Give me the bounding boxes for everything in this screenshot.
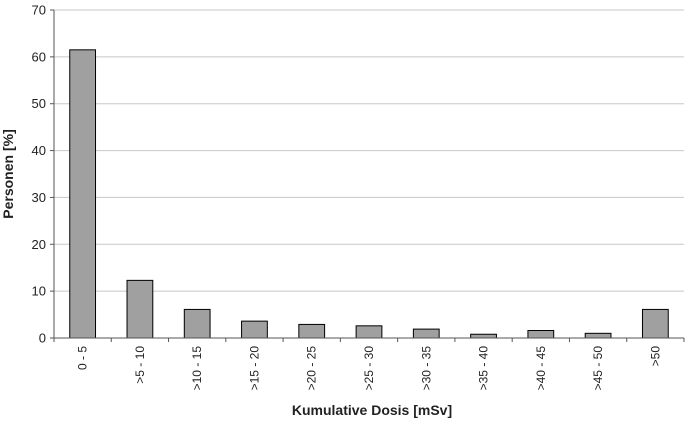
- x-tick-label: >10 - 15: [190, 346, 204, 391]
- axes: [53, 10, 684, 339]
- y-axis-title: Personen [%]: [0, 129, 16, 218]
- y-tick-label: 30: [32, 190, 46, 205]
- bar: [527, 330, 555, 339]
- bar: [298, 323, 326, 339]
- x-tick-label: >15 - 20: [247, 346, 261, 391]
- x-tick-label: >20 - 25: [305, 346, 319, 391]
- y-tick-label: 60: [32, 49, 46, 64]
- y-tick-label: 50: [32, 96, 46, 111]
- bar: [69, 49, 97, 339]
- bar: [641, 308, 669, 339]
- x-tick-label: >40 - 45: [534, 346, 548, 391]
- bar: [126, 279, 154, 339]
- bar: [183, 308, 211, 339]
- y-tick-label: 0: [39, 331, 46, 346]
- x-tick-label: >25 - 30: [362, 346, 376, 391]
- y-tick-labels: 0 10 20 30 40 50 60 70: [32, 3, 46, 346]
- bar: [241, 320, 268, 339]
- bar: [584, 332, 612, 339]
- gridlines: [50, 9, 684, 339]
- x-tick-label: >5 - 10: [133, 346, 147, 384]
- bar: [412, 328, 440, 339]
- y-tick-label: 70: [32, 3, 46, 18]
- x-axis-title: Kumulative Dosis [mSv]: [292, 402, 452, 418]
- bar: [355, 325, 383, 339]
- x-tick-label: >30 - 35: [419, 346, 433, 391]
- x-tick-labels: 0 - 5 >5 - 10 >10 - 15 >15 - 20 >20 - 25 >25 …: [53, 338, 685, 391]
- x-tick-label: >50: [648, 346, 662, 367]
- bars: [69, 49, 669, 339]
- x-tick-label: >45 - 50: [591, 346, 605, 391]
- y-tick-label: 10: [32, 284, 46, 299]
- bar: [470, 333, 497, 339]
- x-tick-label: >35 - 40: [477, 346, 491, 391]
- x-tick-label: 0 - 5: [76, 346, 90, 370]
- y-tick-label: 20: [32, 237, 46, 252]
- y-tick-label: 40: [32, 143, 46, 158]
